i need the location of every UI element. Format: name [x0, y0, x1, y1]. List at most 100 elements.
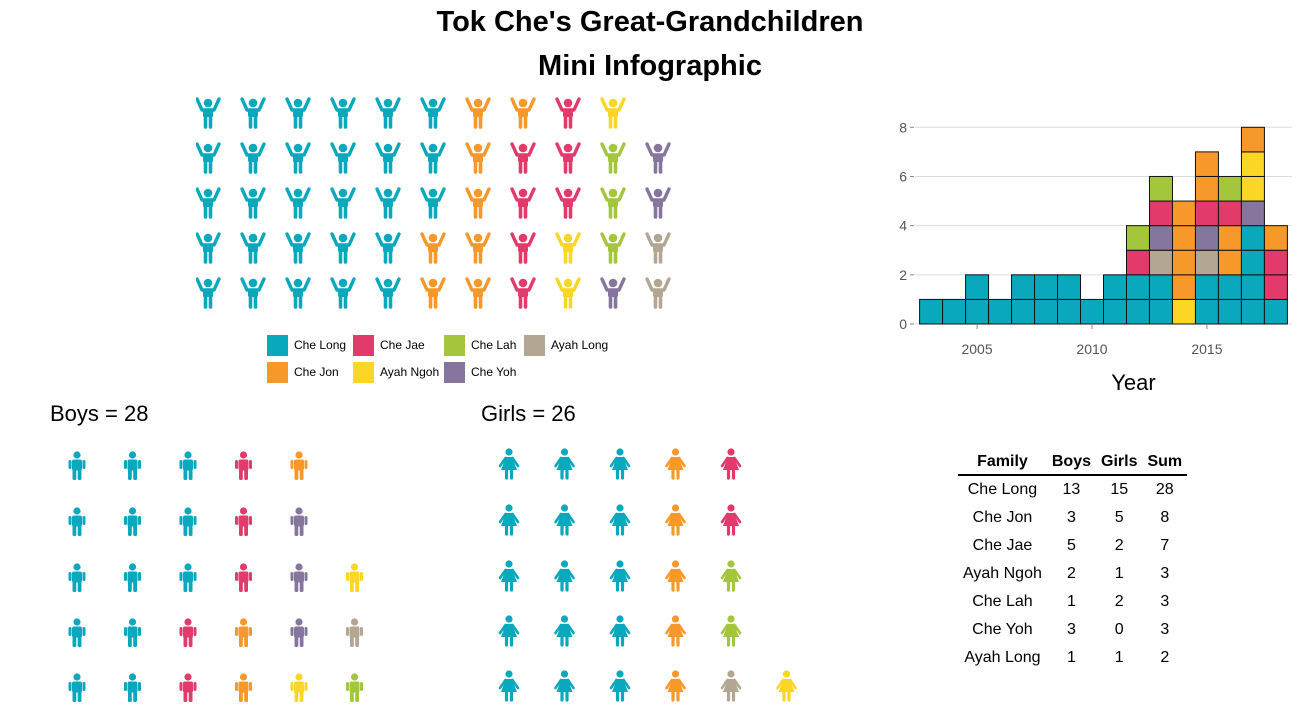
- title-line-1: Tok Che's Great-Grandchildren: [436, 6, 864, 38]
- bar-segment-2015-ayah-long: [1194, 249, 1219, 276]
- boy-icon-che-yoh: [290, 507, 308, 536]
- child-icon-che-long: [330, 142, 356, 174]
- legend-label: Che Lah: [471, 338, 517, 352]
- child-icon-che-long: [420, 97, 446, 129]
- child-icon-che-long: [375, 142, 401, 174]
- x-tick-label: 2005: [961, 341, 992, 357]
- girl-icon-che-jae: [720, 448, 742, 480]
- table-cell: 3: [1160, 593, 1170, 610]
- legend-item-che-jae: Che Jae: [353, 334, 425, 356]
- child-icon-che-long: [285, 277, 311, 309]
- y-tick-label: 6: [899, 168, 907, 184]
- bar-segment-2013-ayah-long: [1148, 249, 1173, 276]
- boy-icon-che-jae: [179, 618, 197, 647]
- child-icon-che-long: [285, 187, 311, 219]
- bar-segment-2008-che-long: [1034, 298, 1059, 325]
- bar-segment-2009-che-long: [1057, 298, 1082, 325]
- girl-icon-che-long: [498, 670, 520, 702]
- bar-segment-2015-che-long: [1194, 298, 1219, 325]
- table-row: Che Yoh 3 0 3: [958, 616, 1187, 644]
- bar-segment-2017-ayah-ngoh: [1240, 151, 1265, 177]
- child-icon-che-long: [240, 232, 266, 264]
- table-row: Che Jon 3 5 8: [958, 504, 1187, 532]
- table-cell: 28: [1155, 481, 1174, 498]
- girl-icon-che-long: [498, 448, 520, 480]
- table-cell: Che Lah: [972, 593, 1033, 610]
- child-icon-ayah-ngoh: [600, 97, 626, 129]
- child-icon-che-jon: [465, 187, 491, 219]
- bar-segment-2014-che-jon: [1171, 200, 1196, 227]
- family-waffle-chart: [196, 97, 671, 309]
- child-icon-che-long: [375, 97, 401, 129]
- bar-segment-2014-che-jon: [1171, 249, 1196, 276]
- bar-segment-2013-che-long: [1148, 274, 1173, 300]
- legend-item-che-long: Che Long: [267, 334, 346, 356]
- table-cell: Che Jae: [972, 537, 1033, 554]
- child-icon-che-long: [330, 232, 356, 264]
- child-icon-che-long: [240, 142, 266, 174]
- y-tick-label: 0: [899, 316, 907, 332]
- bar-segment-2018-che-long: [1263, 298, 1288, 325]
- child-icon-che-jae: [510, 277, 536, 309]
- table-cell: 3: [1066, 509, 1076, 526]
- bar-segment-2012-che-long: [1125, 298, 1150, 325]
- child-icon-che-long: [330, 277, 356, 309]
- child-icon-che-long: [196, 277, 221, 309]
- table-row: Che Long 13 15 28: [958, 475, 1187, 504]
- bar-segment-2017-ayah-ngoh: [1240, 175, 1265, 202]
- child-icon-che-jae: [510, 232, 536, 264]
- girl-icon-che-jae: [720, 504, 742, 536]
- table-cell: Che Jon: [972, 509, 1033, 526]
- bar-segment-2016-che-jon: [1217, 249, 1242, 276]
- legend-label: Che Jae: [380, 338, 425, 352]
- child-icon-che-long: [196, 142, 221, 174]
- table-cell: Ayah Ngoh: [963, 565, 1042, 582]
- table-cell: 3: [1160, 621, 1170, 638]
- child-icon-che-long: [420, 187, 446, 219]
- bar-segment-2011-che-long: [1103, 298, 1127, 325]
- child-icon-ayah-long: [645, 232, 671, 264]
- bar-segment-2009-che-long: [1057, 274, 1082, 300]
- bar-segment-2013-che-lah: [1148, 175, 1173, 202]
- child-icon-che-long: [375, 277, 401, 309]
- boy-icon-che-jon: [290, 451, 308, 480]
- bar-segment-2017-che-long: [1240, 274, 1265, 300]
- table-row: Che Jae 5 2 7: [958, 532, 1187, 560]
- table-cell: 1: [1066, 593, 1076, 610]
- table-cell: Che Yoh: [972, 621, 1033, 638]
- bar-segment-2003-che-long: [919, 298, 944, 325]
- child-icon-che-yoh: [600, 277, 626, 309]
- boy-icon-che-long: [124, 673, 141, 702]
- child-icon-che-jon: [420, 277, 446, 309]
- child-icon-che-jon: [510, 97, 536, 129]
- bar-segment-2018-che-jae: [1263, 274, 1288, 300]
- table-cell: 1: [1114, 649, 1124, 666]
- child-icon-che-long: [330, 187, 356, 219]
- legend-swatch: [267, 361, 288, 383]
- legend-swatch: [444, 361, 465, 383]
- bar-segment-2017-che-long: [1240, 225, 1265, 251]
- table-row: Ayah Ngoh 2 1 3: [958, 560, 1187, 588]
- child-icon-che-jae: [510, 142, 536, 174]
- legend-item-che-jon: Che Jon: [267, 361, 339, 383]
- bar-segment-2008-che-long: [1034, 274, 1059, 300]
- x-tick-label: 2010: [1076, 341, 1107, 357]
- girl-icon-che-long: [554, 560, 575, 592]
- girl-icon-che-long: [609, 670, 631, 702]
- girl-icon-che-long: [498, 504, 520, 536]
- child-icon-che-long: [375, 232, 401, 264]
- table-cell: 5: [1066, 537, 1076, 554]
- boy-icon-che-long: [68, 673, 86, 702]
- table-header-boys: Boys: [1046, 450, 1096, 476]
- table-header-family: Family: [958, 450, 1047, 476]
- bar-segment-2013-che-yoh: [1148, 225, 1173, 251]
- child-icon-che-long: [196, 232, 221, 264]
- boy-icon-che-jae: [235, 563, 252, 592]
- bar-segment-2014-che-jon: [1171, 225, 1196, 251]
- bar-segment-2010-che-long: [1080, 298, 1104, 325]
- child-icon-che-jon: [465, 97, 491, 129]
- child-icon-che-long: [240, 97, 266, 129]
- legend-label: Che Long: [294, 338, 347, 352]
- boy-icon-che-jon: [235, 618, 252, 647]
- bar-segment-2018-che-jae: [1263, 249, 1288, 276]
